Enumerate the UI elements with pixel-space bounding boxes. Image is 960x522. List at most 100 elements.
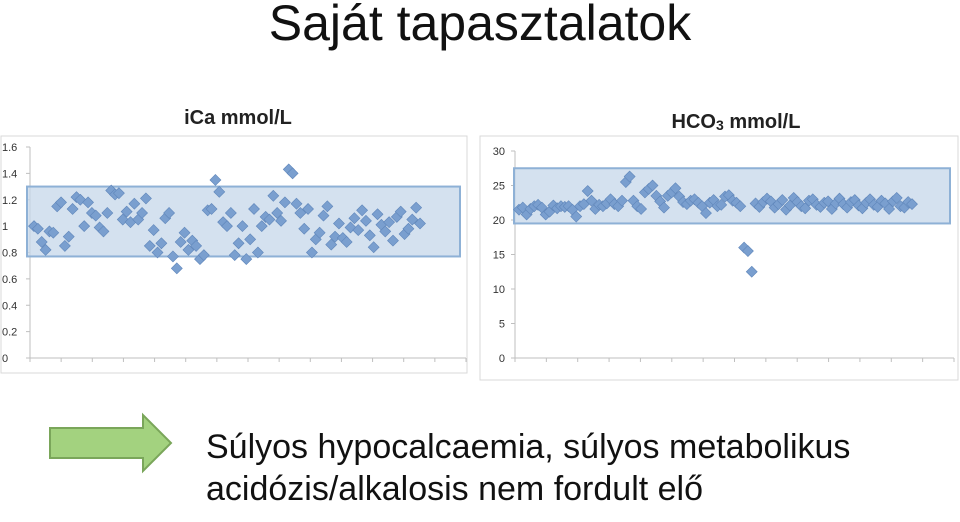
- ica-data-point: [55, 196, 67, 209]
- ica-data-point: [236, 220, 249, 233]
- ica-data-point: [170, 262, 183, 275]
- ica-data-point: [379, 225, 392, 238]
- hco3-data-point: [658, 201, 670, 214]
- page-title: Saját tapasztalatok: [268, 0, 692, 51]
- ica-data-point: [356, 204, 369, 217]
- ica-data-point: [402, 222, 415, 235]
- ica-data-point: [209, 174, 222, 186]
- ica-data-point: [363, 229, 376, 242]
- ica-data-point: [352, 224, 365, 237]
- ica-data-point: [360, 214, 372, 227]
- ica-data-point: [305, 246, 318, 259]
- ica-data-point: [182, 243, 195, 256]
- ica-data-point: [167, 250, 179, 263]
- hco3-y-tick-label: 5: [499, 319, 505, 331]
- ica-data-point: [263, 213, 276, 226]
- ica-data-point: [228, 249, 241, 262]
- hco3-y-tick-label: 25: [493, 181, 505, 193]
- ica-data-point: [410, 201, 423, 214]
- ica-data-point: [97, 225, 110, 238]
- ica-data-point: [190, 239, 203, 252]
- hco3-data-point: [700, 207, 712, 220]
- ica-data-point: [348, 212, 361, 225]
- conclusion-line-2: acidózis/alkalosis nem fordult elő: [206, 470, 704, 508]
- ica-data-point: [174, 236, 187, 248]
- hco3-y-tick-label: 0: [499, 353, 505, 365]
- hco3-chart: HCO3 mmol/L 0 5 10 15 20 25 30: [479, 111, 959, 381]
- ica-data-point: [371, 208, 384, 221]
- ica-data-point: [321, 200, 334, 213]
- hco3-data-point: [906, 198, 918, 211]
- hco3-plot-frame: [479, 135, 959, 381]
- ica-plot-frame: [0, 135, 468, 374]
- ica-data-point: [267, 189, 280, 202]
- ica-data-point: [383, 216, 396, 229]
- ica-data-point: [367, 241, 380, 254]
- ica-data-point: [271, 207, 284, 219]
- ica-data-point: [224, 207, 237, 219]
- ica-data-point: [205, 203, 218, 215]
- ica-y-tick-label: 0.6: [2, 274, 17, 286]
- hco3-data-point: [890, 191, 903, 204]
- ica-data-point: [47, 226, 60, 239]
- ica-data-point: [101, 207, 114, 219]
- hco3-data-point: [616, 194, 628, 207]
- ica-data-point: [298, 222, 311, 235]
- ica-data-point: [387, 234, 399, 247]
- ica-data-point: [128, 197, 141, 210]
- hco3-data-point: [745, 265, 758, 278]
- ica-y-tick-label: 0.4: [2, 300, 17, 312]
- ica-data-point: [151, 246, 164, 259]
- ica-data-point: [143, 239, 156, 252]
- hco3-chart-title: HCO3 mmol/L: [672, 111, 801, 133]
- ica-chart: iCa mmol/L 0 0.2 0.4 0.6 0.8 1 1.2 1.4 1.6: [0, 107, 468, 374]
- ica-data-point: [31, 222, 44, 235]
- ica-data-point: [333, 217, 345, 230]
- ica-y-tick-label: 0.2: [2, 327, 17, 339]
- ica-chart-title: iCa mmol/L: [184, 107, 292, 129]
- ica-data-point: [221, 220, 233, 233]
- ica-data-point: [82, 196, 94, 209]
- hco3-data-point: [585, 194, 598, 207]
- ica-data-point: [406, 213, 419, 226]
- ica-data-point: [62, 230, 75, 243]
- ica-data-point: [255, 220, 268, 233]
- ica-data-point: [329, 230, 342, 243]
- ica-data-point: [140, 192, 152, 205]
- ica-data-point: [278, 196, 291, 209]
- ica-y-tick-label: 0.8: [2, 248, 17, 260]
- hco3-data-point: [635, 203, 648, 215]
- hco3-data-point: [715, 198, 728, 211]
- hco3-data-point: [570, 210, 583, 223]
- ica-data-point: [240, 253, 253, 266]
- ica-data-point: [344, 221, 357, 234]
- ica-data-point: [340, 236, 353, 248]
- hco3-data-point: [646, 179, 659, 192]
- ica-data-point: [78, 220, 91, 233]
- ica-y-tick-label: 1: [2, 221, 8, 233]
- ica-data-point: [58, 239, 71, 252]
- ica-data-point: [39, 243, 52, 256]
- ica-data-point: [89, 209, 102, 222]
- ica-data-point: [66, 203, 79, 215]
- right-arrow-icon: [49, 412, 173, 474]
- ica-data-point: [251, 246, 264, 259]
- ica-data-point: [178, 226, 191, 239]
- ica-data-point: [136, 207, 149, 219]
- conclusion-text: Súlyos hypocalcaemia, súlyos metabolikus…: [206, 426, 850, 510]
- ica-data-point: [147, 224, 160, 237]
- hco3-y-tick-label: 20: [493, 215, 505, 227]
- ica-data-point: [275, 214, 287, 227]
- hco3-data-point: [581, 185, 594, 197]
- ica-y-tick-label: 0: [2, 353, 8, 365]
- ica-data-point: [290, 197, 303, 210]
- ica-data-point: [232, 237, 245, 250]
- conclusion-line-1: Súlyos hypocalcaemia, súlyos metabolikus: [206, 428, 851, 466]
- ica-data-point: [155, 237, 168, 250]
- hco3-y-tick-label: 10: [493, 284, 505, 296]
- ica-data-point: [286, 167, 299, 180]
- ica-data-point: [394, 205, 407, 218]
- hco3-data-point: [669, 182, 682, 195]
- ica-data-point: [414, 217, 426, 230]
- ica-data-point: [244, 233, 257, 246]
